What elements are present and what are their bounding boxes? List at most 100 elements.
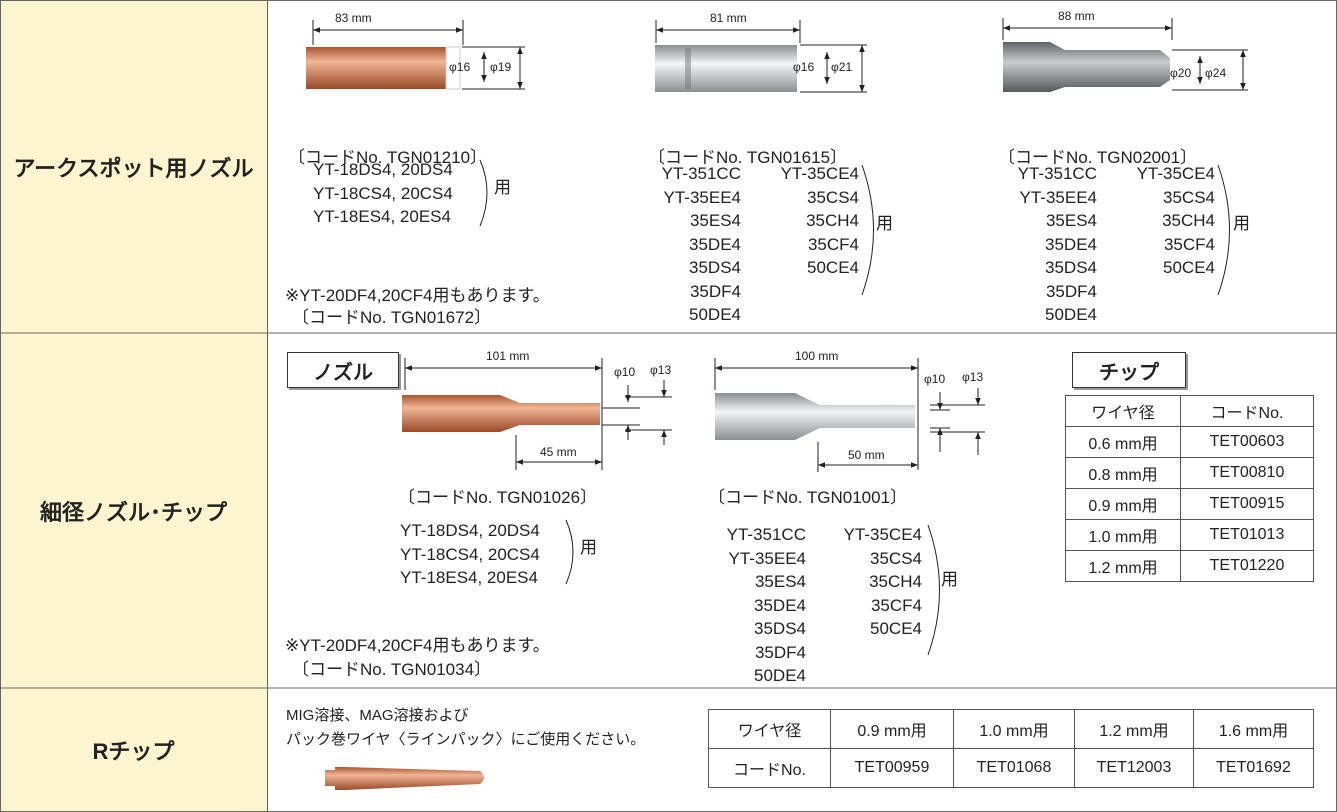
model: YT-35EE4 <box>663 187 742 207</box>
dimension-label: φ20 <box>1170 66 1191 80</box>
description: MIG溶接、MAG溶接および <box>286 707 469 724</box>
row-label: Rチップ <box>0 688 268 812</box>
dimension-label: φ19 <box>490 60 511 74</box>
model: 35CF4 <box>807 234 859 254</box>
dimension-label: 100 mm <box>795 349 838 363</box>
model: 35DE4 <box>689 234 741 254</box>
dimension-label: 88 mm <box>1058 9 1095 23</box>
model: 35DE4 <box>754 595 806 615</box>
model: YT-18CS4, 20CS4 <box>313 183 453 203</box>
chip-table: ワイヤ径 コードNo. 0.6 mm用 TET00603 0.8 mm用 TET00810… <box>1065 395 1314 582</box>
table-cell: 1.2 mm用 <box>1074 709 1194 749</box>
model: 35DE4 <box>1045 234 1097 254</box>
model: YT-18CS4, 20CS4 <box>400 544 540 564</box>
table-row: 0.9 mm用 TET00915 <box>1065 488 1314 520</box>
table-row: 1.0 mm用 TET01013 <box>1065 519 1314 551</box>
model: 35DS4 <box>1045 258 1097 277</box>
use-label: 用 <box>580 538 597 557</box>
dimension-label: 83 mm <box>335 11 372 25</box>
table-cell: ワイヤ径 <box>1065 395 1181 427</box>
model: 35CH4 <box>1162 211 1215 230</box>
model: 35CS4 <box>1163 187 1215 207</box>
model: 50CE4 <box>870 619 922 638</box>
dimension-label: 81 mm <box>710 11 747 25</box>
model: 35ES4 <box>754 572 806 591</box>
model: YT-18ES4, 20ES4 <box>400 568 538 587</box>
model: 35CH4 <box>869 572 922 591</box>
dimension-label: φ10 <box>924 372 945 386</box>
table-row: 1.2 mm用 TET01220 <box>1065 550 1314 582</box>
dimension-label: φ24 <box>1205 66 1226 80</box>
use-label: 用 <box>494 178 511 197</box>
r-chip-table: ワイヤ径 0.9 mm用 1.0 mm用 1.2 mm用 1.6 mm用 コードNo. TE… <box>708 709 1314 788</box>
table-cell: コードNo. <box>1180 395 1314 427</box>
model: 35CH4 <box>806 211 859 230</box>
model: 35ES4 <box>1045 211 1097 230</box>
table-cell: TET01068 <box>953 748 1075 788</box>
table-cell: TET00915 <box>1180 488 1314 520</box>
table-cell: TET01220 <box>1180 550 1314 582</box>
model: 35CS4 <box>807 187 859 207</box>
model: 35CF4 <box>870 595 922 615</box>
dimension-label: φ21 <box>831 60 852 74</box>
table-cell: 0.9 mm用 <box>830 709 954 749</box>
nozzle-tag: ノズル <box>287 352 399 388</box>
note: ※YT-20DF4,20CF4用もあります。 <box>285 286 550 305</box>
model: YT-35EE4 <box>1019 187 1098 207</box>
model: YT-351CC <box>1017 164 1097 183</box>
use-label: 用 <box>876 214 893 233</box>
table-cell: TET01013 <box>1180 519 1314 551</box>
use-label: 用 <box>941 570 958 589</box>
model: 35DS4 <box>754 619 806 638</box>
use-label: 用 <box>1233 214 1250 233</box>
table-cell: 0.9 mm用 <box>1065 488 1181 520</box>
table-cell: 1.0 mm用 <box>1065 519 1181 551</box>
model: YT-35CE4 <box>843 525 922 544</box>
dimension-label: φ13 <box>962 370 983 384</box>
table-cell: 1.6 mm用 <box>1193 709 1314 749</box>
table-row: ワイヤ径 0.9 mm用 1.0 mm用 1.2 mm用 1.6 mm用 <box>708 709 1314 749</box>
model: 35DF4 <box>754 642 806 662</box>
note: ※YT-20DF4,20CF4用もあります。 <box>285 636 550 655</box>
dimension-label: 45 mm <box>540 445 577 459</box>
table-row: コードNo. TET00959 TET01068 TET12003 TET01692 <box>708 748 1314 788</box>
model: 35DF4 <box>1045 281 1097 301</box>
table-cell: 1.0 mm用 <box>953 709 1075 749</box>
model: 50DE4 <box>1045 305 1097 324</box>
table-cell: コードNo. <box>708 748 831 788</box>
code: 〔コードNo. TGN02001〕 <box>998 148 1198 167</box>
dimension-label: φ10 <box>614 365 635 379</box>
row-label: アークスポット用ノズル <box>0 0 268 333</box>
table-row: 0.8 mm用 TET00810 <box>1065 457 1314 489</box>
model: YT-18ES4, 20ES4 <box>313 207 451 226</box>
code: 〔コードNo. TGN01615〕 <box>648 148 848 167</box>
code: 〔コードNo. TGN01210〕 <box>288 148 488 167</box>
model: 50CE4 <box>1163 258 1215 277</box>
chip-tag: チップ <box>1072 352 1186 388</box>
row-label: 細径ノズル･チップ <box>0 333 268 688</box>
model: 35ES4 <box>689 211 741 230</box>
table-cell: TET01692 <box>1193 748 1314 788</box>
dimension-label: φ16 <box>793 60 814 74</box>
code: 〔コードNo. TGN01026〕 <box>398 488 598 507</box>
model: 35CF4 <box>1163 234 1215 254</box>
dimension-label: φ13 <box>650 363 671 377</box>
table-cell: TET00810 <box>1180 457 1314 489</box>
model: YT-35CE4 <box>780 164 859 183</box>
model: YT-35EE4 <box>728 548 807 568</box>
model: YT-18DS4, 20DS4 <box>313 160 453 179</box>
note-code: 〔コードNo. TGN01672〕 <box>292 308 492 327</box>
dimension-label: 50 mm <box>848 448 885 462</box>
model: 50CE4 <box>807 258 859 277</box>
table-cell: TET00603 <box>1180 426 1314 458</box>
dimension-label: φ16 <box>449 60 470 74</box>
model: 50DE4 <box>754 666 806 685</box>
table-cell: TET12003 <box>1074 748 1194 788</box>
model: YT-35CE4 <box>1136 164 1215 183</box>
table-cell: ワイヤ径 <box>708 709 831 749</box>
table-row: ワイヤ径 コードNo. <box>1065 395 1314 427</box>
table-cell: 0.8 mm用 <box>1065 457 1181 489</box>
dimension-label: 101 mm <box>486 349 529 363</box>
model: YT-351CC <box>661 164 741 183</box>
